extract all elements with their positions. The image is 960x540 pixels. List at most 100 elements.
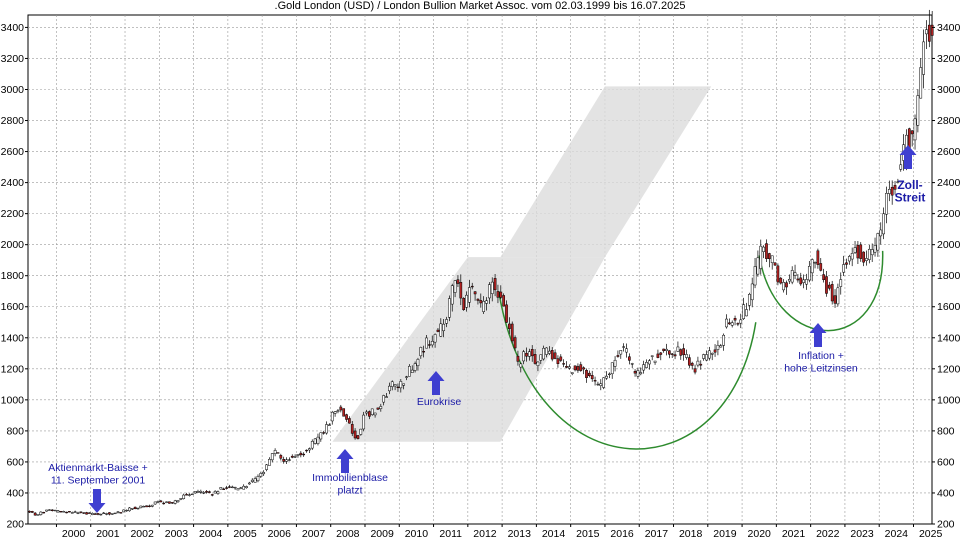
y-tick-label-left: 3000 (1, 84, 25, 96)
candle-body (885, 193, 888, 215)
candle-body (696, 360, 700, 366)
candles (28, 9, 934, 516)
candle-body (436, 329, 440, 332)
candle-body (690, 362, 694, 366)
candle-body (342, 408, 346, 417)
y-axis-left: 200 400 600 800 1000 1200 1400 1600 1800 2000 2200… (1, 22, 28, 531)
candle-body (430, 341, 434, 346)
candle-body (565, 366, 568, 368)
candle-body (562, 363, 565, 365)
candle-body (850, 253, 854, 260)
candle-body (479, 300, 483, 304)
annotation-label-2011: Eurokrise (417, 396, 462, 408)
candle-body (619, 350, 623, 355)
y-tick-label-right: 2400 (937, 177, 960, 189)
y-tick-label-right: 1200 (937, 363, 960, 375)
x-axis: 2000 2001 2002 2003 2004 2005 2006 2007 2008 2009… (55, 524, 943, 540)
candle-body (313, 438, 317, 444)
candle-body (605, 375, 608, 379)
candle-body (633, 371, 637, 374)
candle-body (316, 436, 320, 444)
y-tick-label-right: 200 (937, 519, 955, 531)
annotation-label-2008: platzt (337, 485, 362, 497)
x-tick-label: 2020 (748, 528, 772, 540)
candle-body (62, 511, 66, 513)
candle-body (745, 309, 748, 317)
candle-body (833, 295, 837, 304)
candle-body (499, 291, 503, 298)
candle-body (88, 512, 91, 514)
candle-body (528, 351, 531, 357)
x-tick-label: 2006 (268, 528, 292, 540)
candle-body (425, 337, 428, 349)
candle-body (656, 353, 660, 358)
candle-body (919, 67, 923, 99)
candle-body (876, 233, 880, 251)
candle-body (588, 372, 591, 376)
candle-body (439, 323, 443, 337)
candle-body (133, 506, 137, 509)
candle-body (93, 513, 97, 515)
candle-body (505, 304, 508, 323)
candle-body (922, 41, 925, 75)
candle-body (85, 512, 88, 515)
candle-body (670, 353, 674, 355)
candle-body (302, 453, 306, 456)
x-tick-label: 2010 (405, 528, 429, 540)
candle-body (730, 322, 734, 326)
candle-body (30, 511, 34, 513)
candle-body (453, 280, 457, 293)
candle-body (208, 491, 211, 493)
candle-body (639, 372, 643, 375)
candle-body (867, 248, 871, 260)
candle-body (825, 276, 828, 294)
candle-body (370, 408, 374, 415)
candle-body (305, 449, 308, 452)
candle-body (113, 512, 117, 515)
candle-body (616, 355, 620, 357)
candle-body (622, 346, 625, 348)
arrow-up-icon (336, 449, 354, 473)
candle-body (428, 344, 431, 346)
candle-body (290, 455, 294, 458)
candle-body (39, 511, 43, 515)
candle-body (90, 513, 94, 515)
candle-body (222, 488, 226, 490)
candle-body (365, 411, 368, 414)
candle-body (130, 508, 134, 510)
candle-body (70, 512, 74, 514)
candle-body (836, 287, 840, 305)
arrow-up-icon (899, 145, 917, 169)
candle-body (827, 284, 831, 289)
candle-body (402, 383, 406, 386)
x-tick-label: 2021 (782, 528, 806, 540)
candle-body (168, 501, 171, 504)
candle-body (219, 487, 223, 490)
candle-body (847, 256, 851, 262)
candle-body (239, 487, 243, 489)
candle-body (173, 500, 177, 504)
x-tick-label: 2022 (816, 528, 840, 540)
y-tick-label-left: 800 (6, 425, 24, 437)
candle-body (845, 262, 848, 265)
candle-body (419, 347, 423, 357)
y-tick-label-left: 2600 (1, 146, 25, 158)
candle-body (199, 490, 203, 493)
candle-body (376, 407, 380, 410)
candle-body (76, 512, 80, 514)
candle-body (642, 364, 645, 371)
annotation-label-2001: Aktienmarkt-Baisse + (48, 462, 148, 474)
candle-body (725, 318, 728, 328)
candle-body (687, 357, 691, 366)
candle-body (705, 354, 708, 361)
candle-body (450, 285, 454, 305)
candle-body (853, 247, 857, 253)
candle-body (839, 279, 843, 287)
candle-body (48, 509, 51, 511)
candle-body (579, 364, 583, 371)
candle-body (102, 512, 106, 514)
candle-body (805, 279, 808, 285)
x-tick-label: 2025 (919, 528, 943, 540)
candle-body (150, 504, 154, 507)
